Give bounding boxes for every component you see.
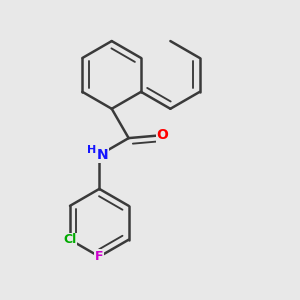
Text: N: N	[97, 148, 108, 162]
Text: F: F	[95, 250, 103, 263]
Text: O: O	[156, 128, 168, 142]
Text: H: H	[87, 145, 97, 155]
Text: Cl: Cl	[63, 233, 76, 246]
